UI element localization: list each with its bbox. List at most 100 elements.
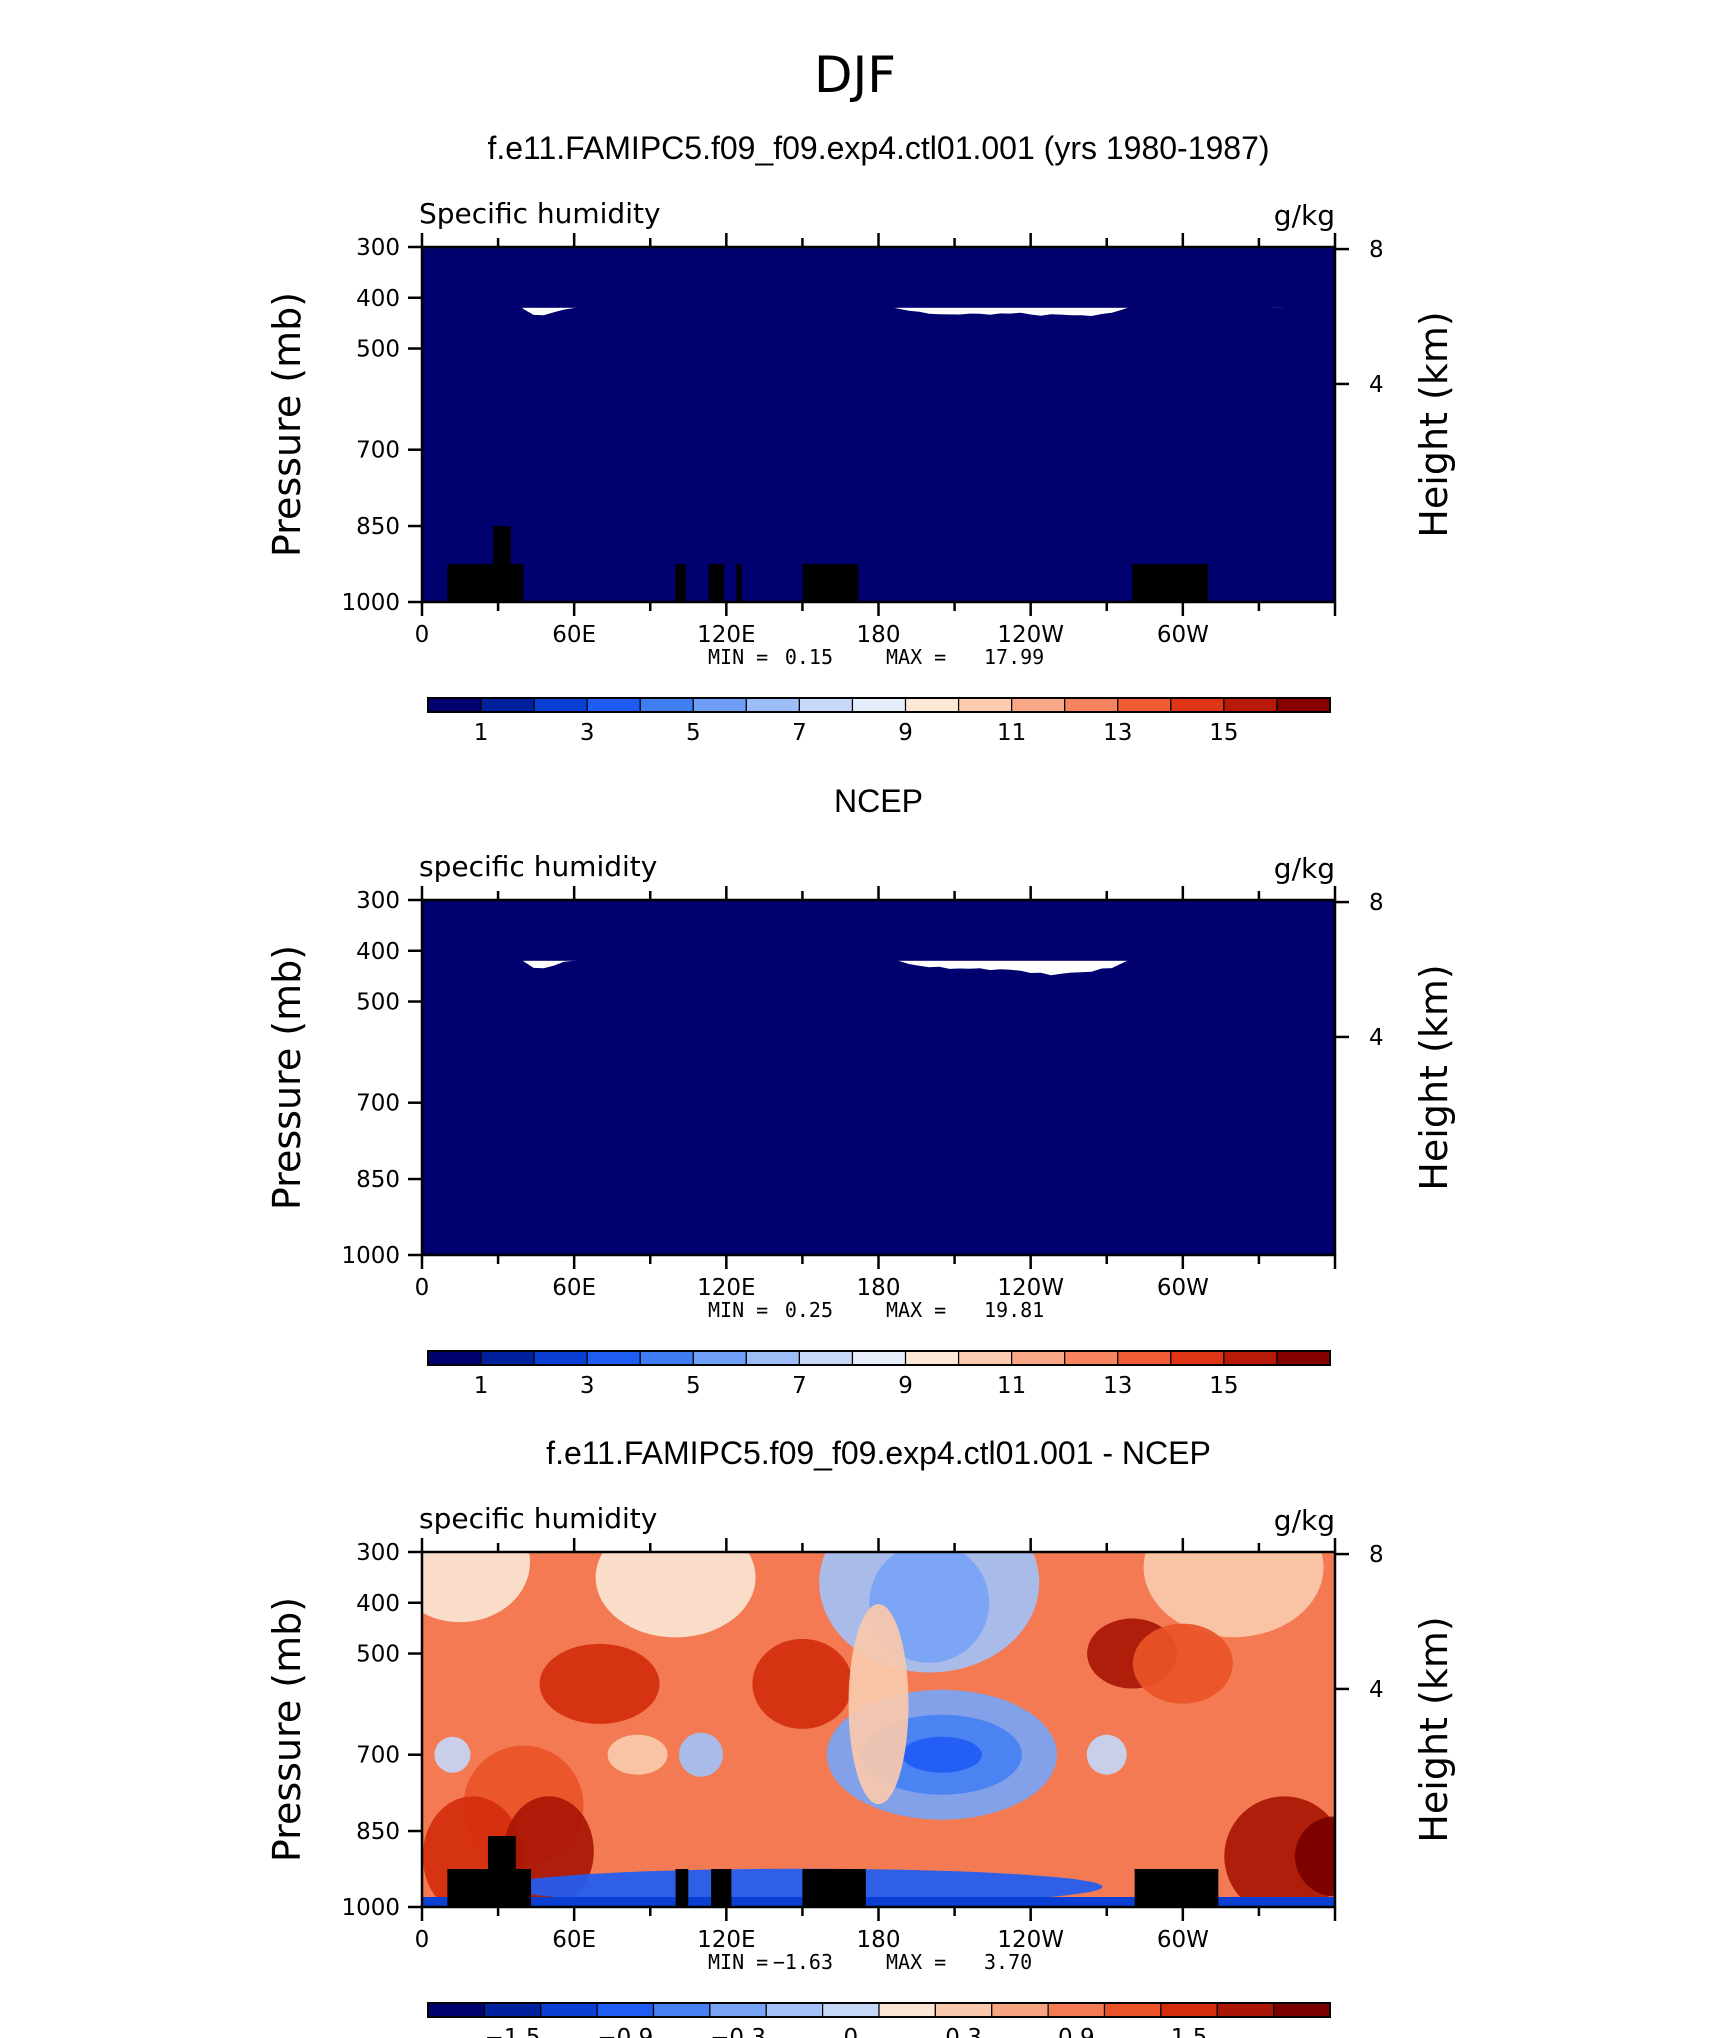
diff-blob-11 [1132, 1623, 1233, 1704]
colorbar-swatch [1170, 697, 1225, 713]
colorbar-swatch [1160, 2002, 1218, 2018]
y-axis-label: Pressure (mb) [265, 1597, 309, 1862]
plot-area [422, 1552, 1335, 1907]
y-tick-label: 400 [356, 1591, 400, 1617]
y-tick-label: 300 [356, 235, 400, 261]
colorbar-swatch [639, 1350, 694, 1366]
colorbar-swatch [878, 2002, 936, 2018]
units-label: g/kg [1274, 852, 1335, 885]
colorbar-label: 7 [792, 720, 807, 746]
colorbar-label: 7 [792, 1373, 807, 1399]
y-tick-label: 1000 [341, 590, 400, 616]
x-tick-label: 120E [697, 622, 755, 648]
x-tick-label: 180 [857, 622, 901, 648]
x-tick-label: 120W [997, 1275, 1064, 1301]
topography-mask [736, 564, 742, 602]
plot-area [422, 900, 1335, 1255]
colorbar-swatch [652, 2002, 711, 2018]
colorbar-label: −1.5 [485, 2025, 541, 2038]
colorbar-label: 15 [1209, 720, 1238, 746]
x-tick-label: 0 [415, 622, 430, 648]
y-tick-label: 400 [356, 939, 400, 965]
right-tick-label: 8 [1369, 1542, 1384, 1568]
topography-mask [802, 1869, 866, 1907]
units-label: g/kg [1274, 1504, 1335, 1537]
colorbar-swatch [745, 1350, 801, 1366]
y-axis-label-right: Height (km) [1412, 964, 1456, 1190]
right-tick-label: 4 [1369, 1025, 1384, 1051]
colorbar-swatch [991, 2002, 1049, 2018]
diff-blob-8 [539, 1643, 660, 1724]
min-label: MIN = [708, 645, 768, 669]
y-tick-label: 850 [356, 1819, 400, 1845]
colorbar-label: 0.9 [1058, 2025, 1095, 2038]
max-value: 19.81 [984, 1298, 1044, 1322]
contour-band-0 [422, 938, 1335, 1255]
y-tick-label: 300 [356, 1540, 400, 1566]
diff-blob-18 [678, 1732, 723, 1777]
plot-area [422, 247, 1335, 602]
colorbar-swatch [596, 2002, 655, 2018]
colorbar-label: 0 [843, 2025, 858, 2038]
contour-band-top [422, 900, 1335, 961]
right-tick-label: 4 [1369, 1677, 1384, 1703]
colorbar-swatch [851, 697, 907, 713]
y-axis-label: Pressure (mb) [265, 945, 309, 1210]
colorbar-swatch [1117, 1350, 1172, 1366]
topography-mask [447, 564, 524, 602]
colorbar-swatch [851, 1350, 907, 1366]
colorbar-swatch [745, 697, 801, 713]
colorbar-label: 11 [997, 1373, 1026, 1399]
panel-3: f.e11.FAMIPC5.f09_f09.exp4.ctl01.001 - N… [265, 1435, 1456, 2038]
colorbar-swatch [533, 1350, 588, 1366]
y-tick-label: 700 [356, 438, 400, 464]
x-tick-label: 120E [697, 1275, 755, 1301]
x-tick-label: 60W [1157, 622, 1209, 648]
colorbar-swatch [540, 2002, 598, 2018]
x-tick-label: 0 [415, 1275, 430, 1301]
x-tick-label: 120E [697, 1927, 755, 1953]
y-tick-label: 700 [356, 1091, 400, 1117]
contour-band-top [422, 247, 1335, 308]
panel-title: f.e11.FAMIPC5.f09_f09.exp4.ctl01.001 (yr… [487, 130, 1269, 166]
topography-mask [493, 526, 511, 602]
colorbar-label: 13 [1103, 720, 1132, 746]
colorbar-swatch [427, 1350, 482, 1366]
colorbar-swatch [1276, 1350, 1331, 1366]
x-tick-label: 120W [997, 1927, 1064, 1953]
x-tick-label: 60E [552, 622, 596, 648]
y-tick-label: 1000 [341, 1895, 400, 1921]
x-tick-label: 60W [1157, 1927, 1209, 1953]
colorbar-swatch [1047, 2002, 1106, 2018]
max-value: 3.70 [984, 1950, 1032, 1974]
colorbar-swatch [1064, 697, 1119, 713]
max-label: MAX = [886, 645, 946, 669]
y-axis-label: Pressure (mb) [265, 292, 309, 557]
topography-mask [1134, 1869, 1219, 1907]
colorbar-swatch [1273, 2002, 1331, 2018]
colorbar-swatch [692, 1350, 747, 1366]
y-tick-label: 1000 [341, 1243, 400, 1269]
colorbar-label: 9 [898, 1373, 913, 1399]
colorbar-label: 1 [474, 1373, 489, 1399]
colorbar-label: 1.5 [1171, 2025, 1208, 2038]
colorbar-swatch [427, 697, 482, 713]
variable-label: specific humidity [419, 1502, 657, 1535]
colorbar-swatch [639, 697, 694, 713]
colorbar-swatch [765, 2002, 824, 2018]
colorbar-swatch [1216, 2002, 1275, 2018]
colorbar-swatch [957, 697, 1013, 713]
panel-title: f.e11.FAMIPC5.f09_f09.exp4.ctl01.001 - N… [546, 1435, 1211, 1471]
figure-title: DJF [814, 46, 896, 104]
colorbar-swatch [692, 697, 747, 713]
colorbar-swatch [533, 697, 588, 713]
colorbar-swatch [1011, 697, 1066, 713]
colorbar-swatch [1117, 697, 1172, 713]
colorbar-swatch [709, 2002, 767, 2018]
colorbar-frame [427, 1350, 1331, 1366]
colorbar-label: 5 [686, 720, 701, 746]
colorbar-label: 3 [580, 720, 595, 746]
x-tick-label: 180 [857, 1275, 901, 1301]
